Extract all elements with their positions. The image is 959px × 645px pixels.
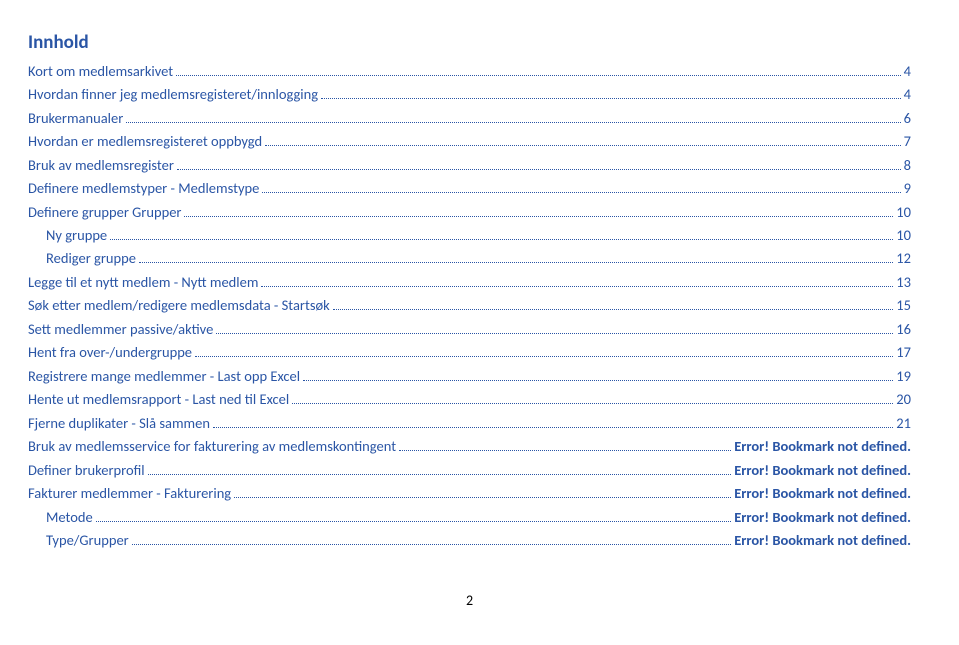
toc-leader	[139, 262, 893, 263]
toc-entry-page: 20	[896, 388, 911, 410]
toc-entry-label: Bruk av medlemsservice for fakturering a…	[28, 435, 396, 457]
toc-leader	[195, 356, 893, 357]
toc-entry-label: Søk etter medlem/redigere medlemsdata - …	[28, 294, 330, 316]
toc-leader	[292, 403, 893, 404]
toc-entry[interactable]: Søk etter medlem/redigere medlemsdata - …	[28, 294, 911, 316]
toc-leader	[321, 98, 901, 99]
toc-entry[interactable]: Kort om medlemsarkivet 4	[28, 60, 911, 82]
toc-entry-page: Error! Bookmark not defined.	[734, 459, 911, 481]
toc-leader	[126, 122, 900, 123]
toc-entry-label: Metode	[46, 506, 93, 528]
toc-leader	[303, 380, 893, 381]
toc-entry-page: 15	[896, 294, 911, 316]
toc-entry[interactable]: Ny gruppe 10	[28, 224, 911, 246]
toc-leader	[234, 497, 731, 498]
toc-entry[interactable]: Definere grupper Grupper 10	[28, 201, 911, 223]
toc-entry-page: 10	[896, 201, 911, 223]
toc-entry-page: 12	[896, 247, 911, 269]
toc-entry-page: 10	[896, 224, 911, 246]
toc-entry[interactable]: Fjerne duplikater - Slå sammen 21	[28, 412, 911, 434]
toc-leader	[265, 145, 901, 146]
toc-entry-page: Error! Bookmark not defined.	[734, 506, 911, 528]
toc-entry-label: Hvordan finner jeg medlemsregisteret/inn…	[28, 83, 318, 105]
toc-leader	[184, 216, 893, 217]
toc-entry[interactable]: Rediger gruppe 12	[28, 247, 911, 269]
toc-leader	[177, 169, 901, 170]
toc-leader	[176, 75, 900, 76]
toc-entry-label: Definer brukerprofil	[28, 459, 145, 481]
toc-entry-label: Definere medlemstyper - Medlemstype	[28, 177, 259, 199]
toc-leader	[132, 544, 731, 545]
toc-entry-page: 4	[904, 83, 911, 105]
toc-entry-label: Hente ut medlemsrapport - Last ned til E…	[28, 388, 289, 410]
toc-leader	[96, 521, 731, 522]
toc-entry-label: Hent fra over-/undergruppe	[28, 341, 192, 363]
toc-leader	[148, 474, 732, 475]
toc-entry[interactable]: Hente ut medlemsrapport - Last ned til E…	[28, 388, 911, 410]
toc-entry[interactable]: Sett medlemmer passive/aktive 16	[28, 318, 911, 340]
toc-entry-page: 8	[904, 154, 911, 176]
toc-entry[interactable]: Hvordan finner jeg medlemsregisteret/inn…	[28, 83, 911, 105]
toc-leader	[333, 309, 894, 310]
toc-entry[interactable]: Type/Grupper Error! Bookmark not defined.	[28, 529, 911, 551]
toc-entry[interactable]: Registrere mange medlemmer - Last opp Ex…	[28, 365, 911, 387]
toc-entry[interactable]: Hent fra over-/undergruppe 17	[28, 341, 911, 363]
toc-entry-label: Rediger gruppe	[46, 247, 136, 269]
toc-entry-label: Fakturer medlemmer - Fakturering	[28, 482, 231, 504]
toc-entry-page: 13	[896, 271, 911, 293]
toc-entry-page: 21	[896, 412, 911, 434]
toc-entry-page: 16	[896, 318, 911, 340]
toc-leader	[216, 333, 893, 334]
toc-entry-label: Registrere mange medlemmer - Last opp Ex…	[28, 365, 300, 387]
toc-entry-page: 4	[904, 60, 911, 82]
toc-entry[interactable]: Metode Error! Bookmark not defined.	[28, 506, 911, 528]
toc-entry-label: Fjerne duplikater - Slå sammen	[28, 412, 210, 434]
toc-entry-label: Type/Grupper	[46, 529, 129, 551]
toc-entry-page: Error! Bookmark not defined.	[734, 435, 911, 457]
page-number: 2	[28, 592, 911, 609]
toc-entry-page: 9	[904, 177, 911, 199]
toc-entry-page: 17	[896, 341, 911, 363]
toc-entry-label: Sett medlemmer passive/aktive	[28, 318, 213, 340]
toc-entry-label: Hvordan er medlemsregisteret oppbygd	[28, 130, 262, 152]
toc-entry-page: Error! Bookmark not defined.	[734, 529, 911, 551]
toc-entry-label: Legge til et nytt medlem - Nytt medlem	[28, 271, 258, 293]
toc-list: Kort om medlemsarkivet 4 Hvordan finner je…	[28, 60, 911, 552]
toc-leader	[213, 427, 893, 428]
toc-entry[interactable]: Hvordan er medlemsregisteret oppbygd 7	[28, 130, 911, 152]
toc-entry[interactable]: Legge til et nytt medlem - Nytt medlem 13	[28, 271, 911, 293]
toc-entry-page: 19	[896, 365, 911, 387]
toc-leader	[261, 286, 893, 287]
toc-leader	[262, 192, 900, 193]
toc-entry-label: Kort om medlemsarkivet	[28, 60, 173, 82]
toc-leader	[399, 450, 731, 451]
toc-entry[interactable]: Bruk av medlemsservice for fakturering a…	[28, 435, 911, 457]
toc-entry-label: Ny gruppe	[46, 224, 107, 246]
toc-entry-label: Definere grupper Grupper	[28, 201, 181, 223]
toc-entry[interactable]: Definere medlemstyper - Medlemstype 9	[28, 177, 911, 199]
toc-entry-page: 7	[904, 130, 911, 152]
toc-entry[interactable]: Bruk av medlemsregister 8	[28, 154, 911, 176]
toc-entry-page: Error! Bookmark not defined.	[734, 482, 911, 504]
toc-entry[interactable]: Fakturer medlemmer - Fakturering Error! B…	[28, 482, 911, 504]
toc-entry[interactable]: Brukermanualer 6	[28, 107, 911, 129]
toc-title: Innhold	[28, 31, 911, 54]
toc-leader	[110, 239, 893, 240]
toc-entry-page: 6	[904, 107, 911, 129]
toc-entry-label: Brukermanualer	[28, 107, 123, 129]
toc-entry[interactable]: Definer brukerprofil Error! Bookmark not …	[28, 459, 911, 481]
toc-entry-label: Bruk av medlemsregister	[28, 154, 174, 176]
